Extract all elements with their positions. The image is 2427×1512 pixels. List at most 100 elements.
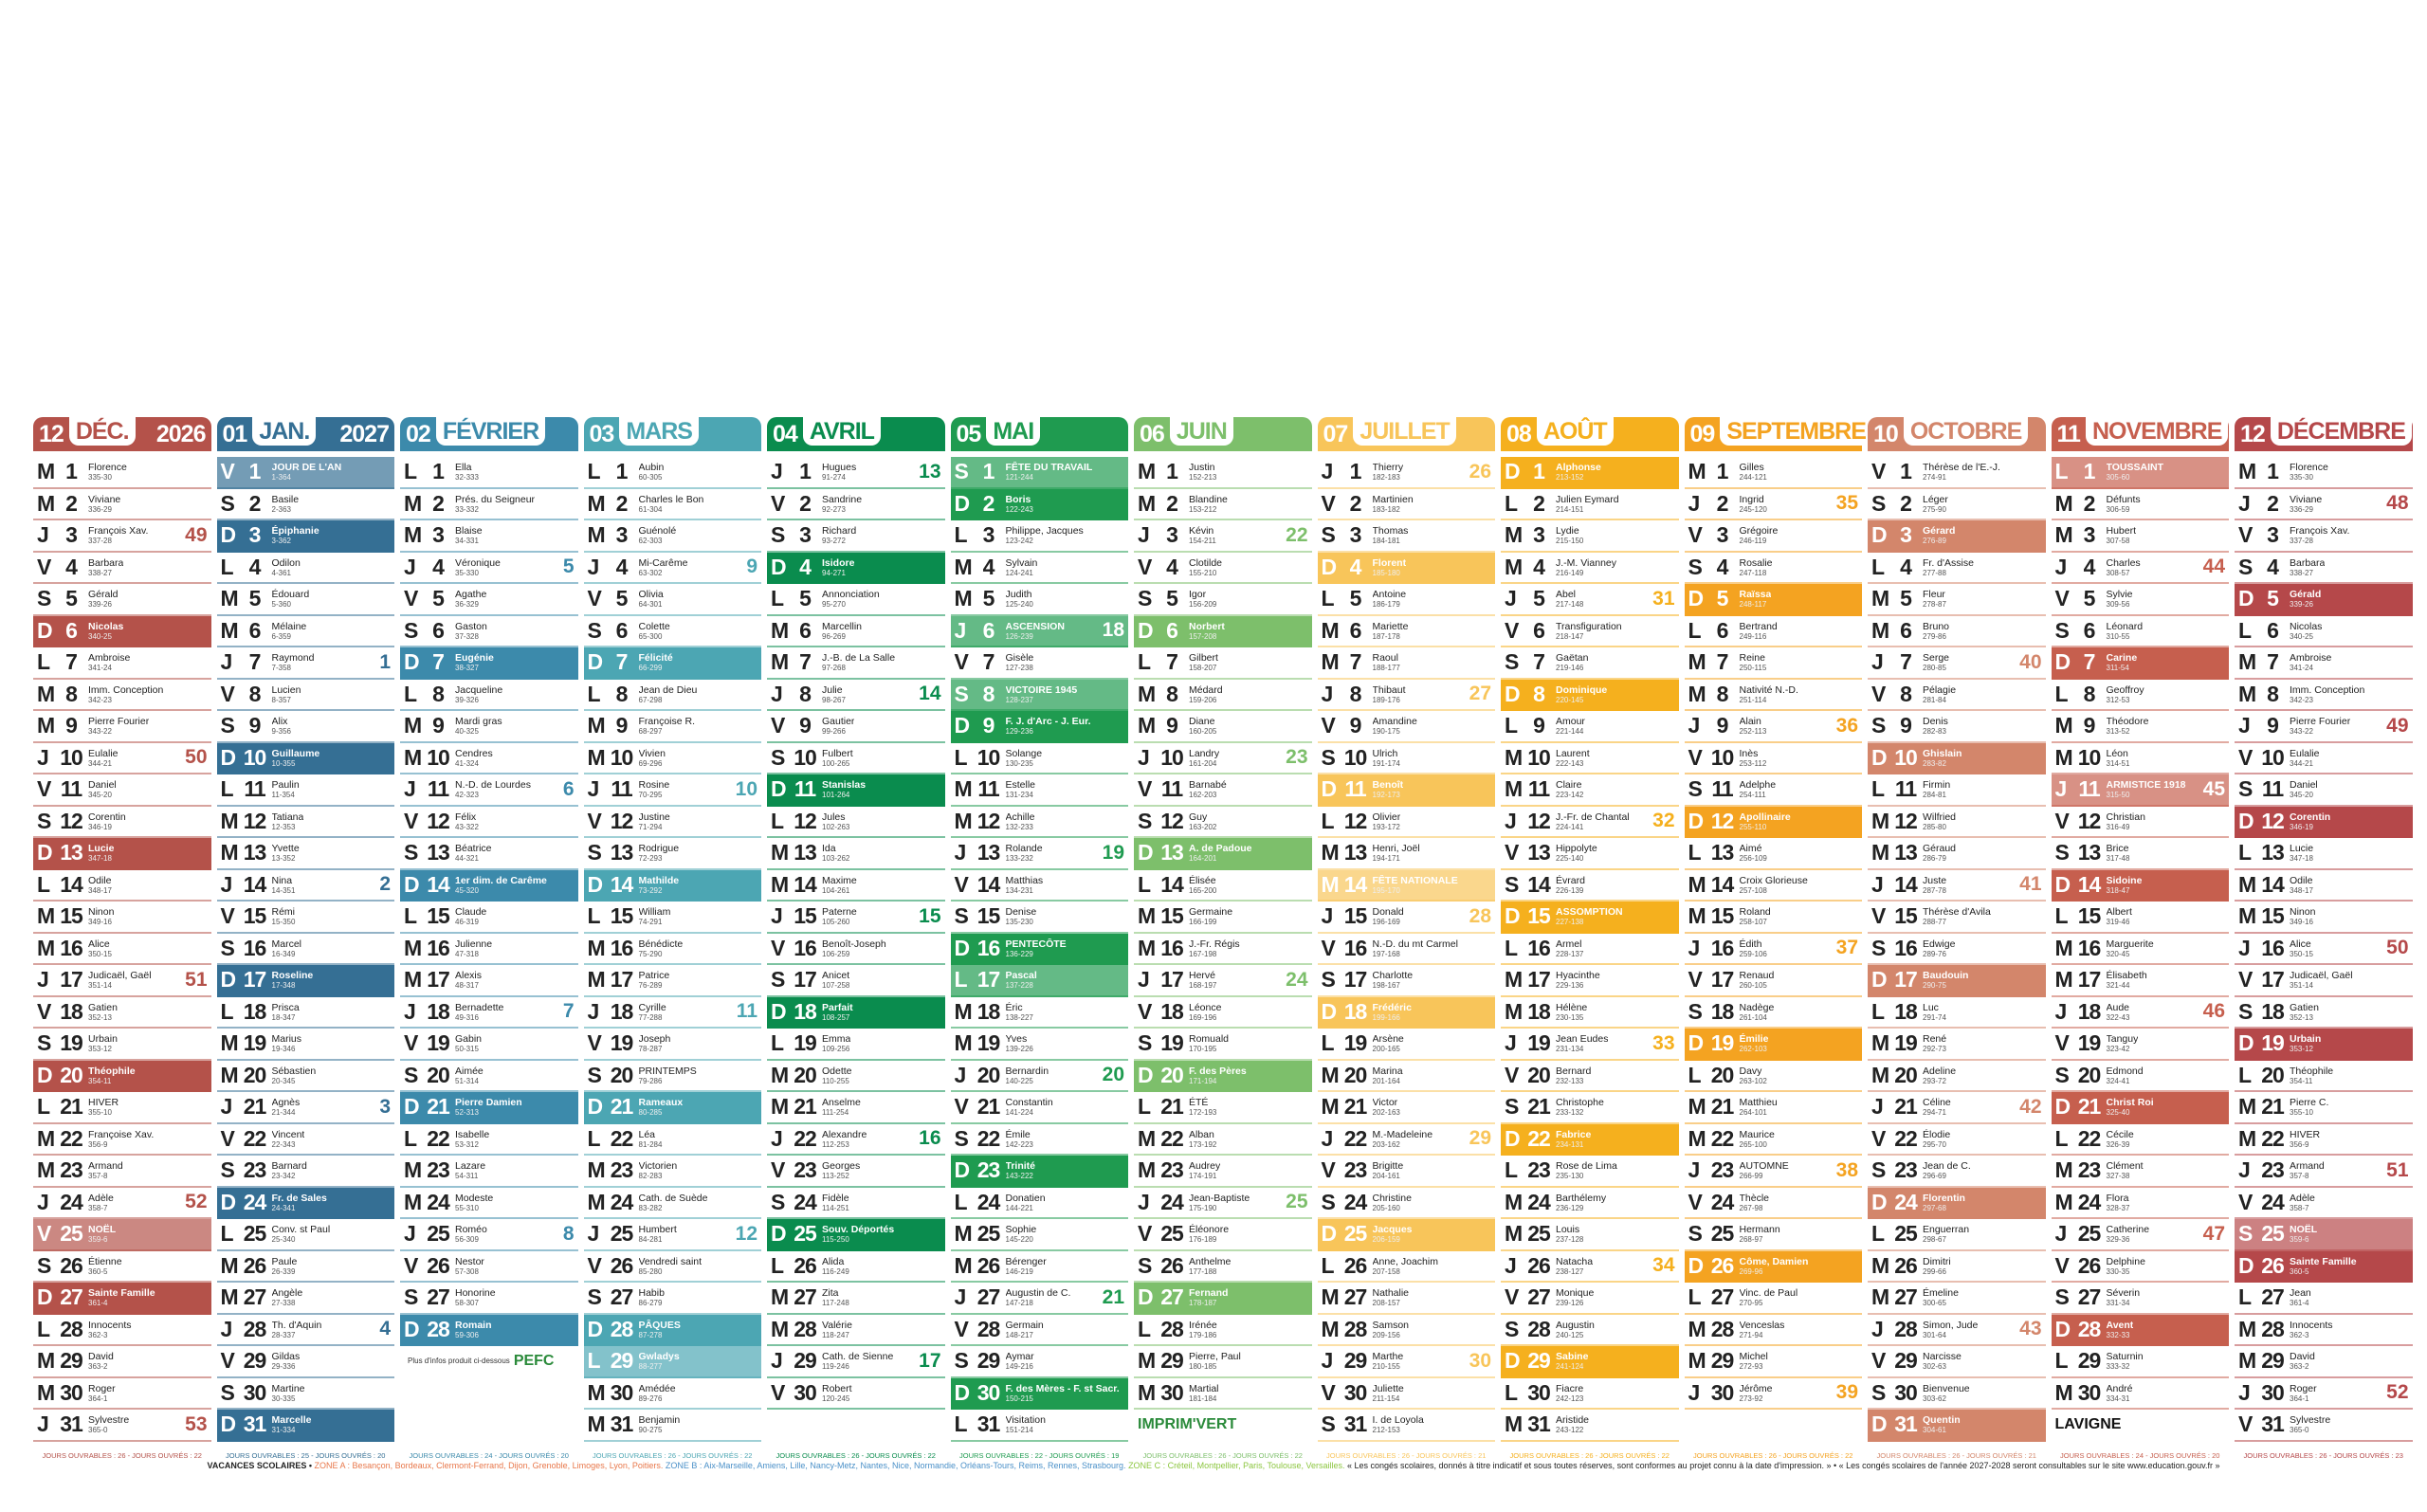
month-header: 04 AVRIL [767,417,945,451]
day-of-year: 285-80 [1923,822,1946,831]
day-letter: J [220,1316,233,1341]
day-row: J 9 Pierre Fourier 343-22 49 [2235,711,2413,743]
day-number: 7 [1900,649,1912,675]
day-of-year: 338-27 [2290,568,2313,577]
month-name: DÉC. [68,417,136,446]
day-of-year: 179-186 [1189,1330,1217,1339]
day-of-year: 344-21 [2290,758,2313,768]
day-of-year: 70-295 [638,791,663,800]
day-row: V 12 Christian 316-49 [2051,807,2229,838]
saint-name: Barnabé [1189,779,1227,792]
day-text: Ghislain 283-82 [1923,748,1962,768]
day-letter: M [2238,1094,2256,1120]
day-number: 12 [1160,808,1184,833]
day-text: Emma 109-256 [822,1033,850,1053]
day-row: D 12 Corentin 346-19 [2235,806,2413,838]
day-row: V 5 Agathe 36-329 [400,584,578,616]
day-of-year: 137-228 [1005,981,1033,991]
day-text: Hélène 230-135 [1556,1002,1587,1022]
day-number: 10 [2077,744,2102,770]
saint-name: Guénolé [638,525,677,537]
day-row: M 16 J.-Fr. Régis 167-198 [1134,934,1312,965]
day-number: 14 [1710,871,1735,897]
day-of-year: 30-335 [271,1394,296,1403]
day-number: 2 [432,490,445,516]
day-letter: L [404,681,417,706]
day-number: 27 [2077,1284,2102,1310]
saint-name: Georges [822,1160,861,1173]
day-number: 9 [1900,713,1912,738]
day-letter: V [1505,1062,1519,1087]
day-letter: L [404,459,417,484]
saint-name: VICTOIRE 1945 [1005,683,1078,696]
day-number: 13 [1343,840,1368,865]
day-letter: M [771,1316,789,1341]
day-of-year: 342-23 [88,695,112,704]
day-row: V 10 Inès 253-112 [1684,743,1862,774]
day-row: L 20 Davy 263-102 [1684,1061,1862,1092]
day-text: Romain 59-306 [455,1320,492,1339]
day-of-year: 335-30 [2290,473,2313,483]
day-text: Achille 132-233 [1006,811,1035,831]
day-number: 27 [1343,1284,1368,1310]
day-text: Émile 142-223 [1006,1129,1033,1149]
day-letter: M [587,744,606,770]
saint-name: Eugénie [455,652,494,665]
day-row: M 19 René 292-73 [1868,1029,2046,1061]
day-number: 24 [60,1189,83,1214]
day-of-year: 188-177 [1372,664,1400,673]
day-number: 17 [243,967,267,993]
day-text: Gérard 276-89 [1923,525,1955,545]
day-row: L 12 Jules 102-263 [767,807,945,838]
day-of-year: 49-316 [455,1012,479,1022]
saint-name: Conv. st Paul [271,1224,331,1236]
school-holidays-legend: VACANCES SCOLAIRES • ZONE A : Besançon, … [0,1461,2427,1470]
day-letter: M [2054,744,2073,770]
day-row: D 23 Trinité 143-222 [950,1156,1128,1188]
day-number: 12 [60,808,83,833]
day-of-year: 347-18 [88,854,112,864]
empty-row: Plus d'infos produit ci-dessous PEFC [400,1346,578,1378]
day-list: V 1 JOUR DE L'AN 1-364 S 2 Basile 2-363 D 3 Épipha… [216,457,394,1442]
saint-name: Pierre C. [2290,1097,2329,1109]
day-text: Évrard 226-139 [1556,875,1585,895]
day-text: Gérald 339-26 [2290,589,2321,609]
day-letter: S [220,1157,235,1183]
day-text: Robert 120-245 [822,1383,852,1403]
day-letter: D [37,840,53,865]
day-row: M 28 Innocents 362-3 [2235,1315,2413,1346]
day-text: David 363-2 [88,1351,114,1371]
saint-name: Donatien [1005,1192,1046,1204]
day-row: D 1 Alphonse 213-152 [1501,457,1679,489]
day-text: Bernadette 49-316 [455,1002,503,1022]
day-of-year: 161-204 [1189,758,1217,768]
day-of-year: 243-122 [1556,1426,1584,1435]
working-days-count: JOURS OUVRABLES : 26 - JOURS OUVRÉS : 22 [1693,1450,1853,1460]
day-of-year: 233-132 [1556,1108,1584,1118]
day-letter: V [771,1157,785,1183]
day-letter: S [2238,1221,2253,1247]
day-row: J 4 Mi-Carême 63-302 9 [583,553,761,584]
saint-name: Romain [455,1319,492,1331]
day-number: 8 [65,681,78,706]
saint-name: Françoise R. [638,716,696,728]
day-number: 24 [1527,1189,1551,1214]
day-row: S 25 NOËL 359-6 [2235,1219,2413,1251]
day-of-year: 140-225 [1005,1076,1033,1085]
day-text: Amédée 89-276 [639,1383,676,1403]
day-row: M 19 Yves 139-226 [950,1029,1128,1061]
day-text: JOUR DE L'AN 1-364 [272,462,342,482]
day-text: Adelphe 254-111 [1740,779,1777,799]
day-letter: M [2238,1125,2256,1151]
day-of-year: 351-14 [2290,981,2313,991]
saint-name: Roger [2290,1382,2317,1394]
day-text: Sylvestre 365-0 [88,1414,129,1434]
saint-name: Rémi [271,906,296,919]
day-number: 19 [427,1030,450,1056]
day-of-year: 200-165 [1372,1045,1400,1054]
day-letter: M [954,998,973,1024]
saint-name: Françoise Xav. [88,1128,155,1140]
day-row: S 1 FÊTE DU TRAVAIL 121-244 [950,457,1128,489]
day-letter: V [1871,1348,1886,1374]
day-number: 30 [976,1379,1001,1405]
